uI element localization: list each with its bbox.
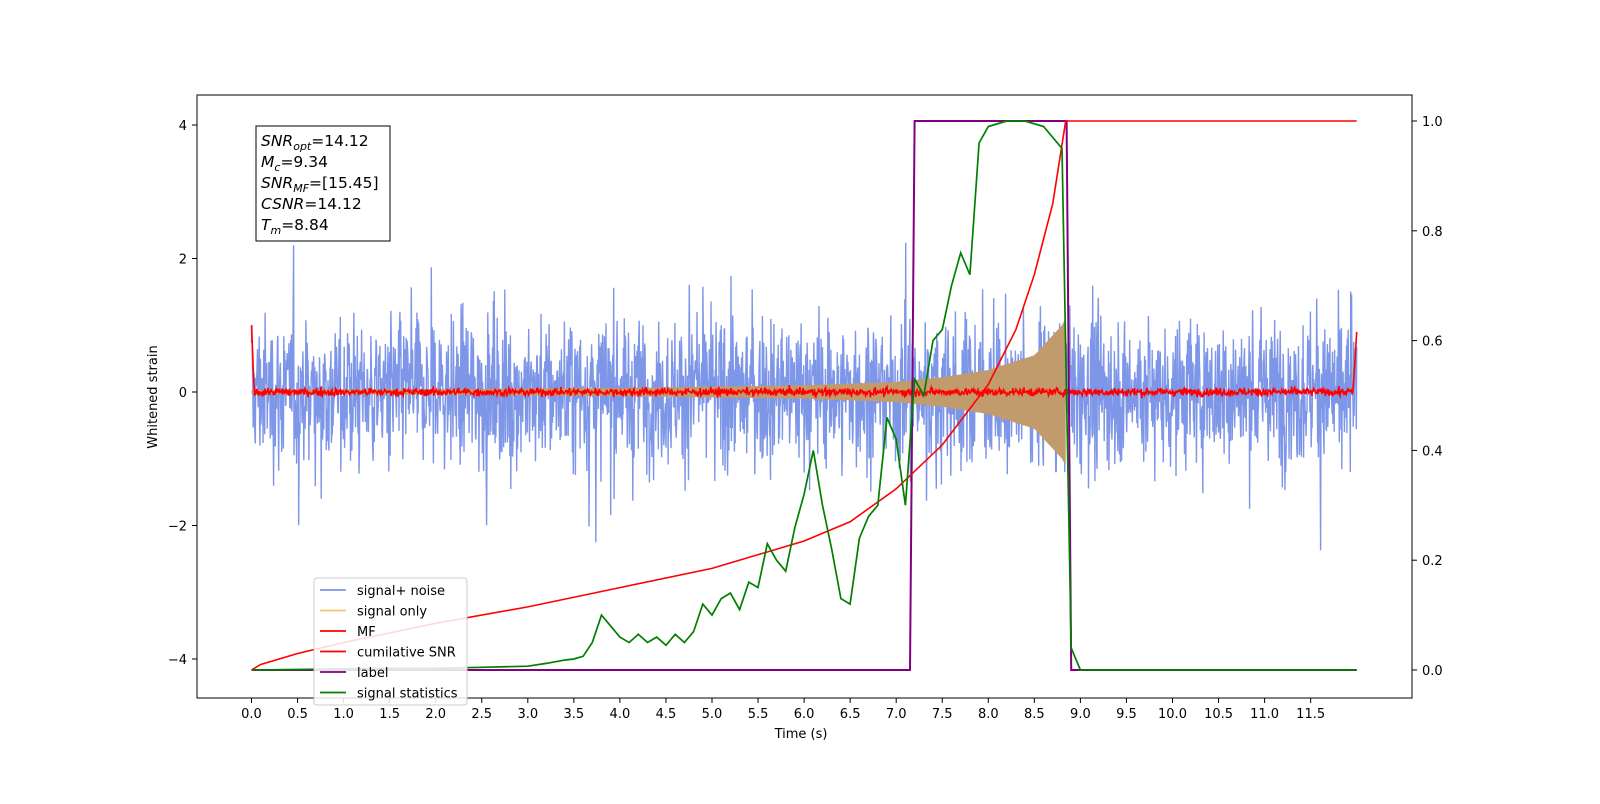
x-tick-label: 11.5	[1296, 707, 1325, 722]
x-tick-label: 6.5	[840, 707, 861, 722]
y-right-tick-label: 0.0	[1422, 664, 1443, 679]
x-tick-label: 1.5	[379, 707, 400, 722]
annotation-line: CSNR=14.12	[261, 195, 362, 213]
annotation-line: SNRMF=[15.45]	[261, 174, 379, 195]
annotation-line: SNRopt=14.12	[261, 132, 369, 153]
x-tick-label: 3.0	[517, 707, 538, 722]
y-right-tick-label: 1.0	[1422, 115, 1443, 130]
x-tick-label: 8.5	[1024, 707, 1045, 722]
x-tick-label: 0.5	[287, 707, 308, 722]
legend-entry-label: signal only	[357, 605, 427, 620]
y-left-tick-label: −2	[168, 520, 187, 535]
x-tick-label: 8.0	[978, 707, 999, 722]
x-tick-label: 10.0	[1158, 707, 1187, 722]
annotation-line: Tm=8.84	[261, 216, 329, 237]
x-tick-label: 9.5	[1116, 707, 1137, 722]
legend: signal+ noise signal only MF cumilative SNR…	[313, 577, 468, 706]
signal-plus-noise-line	[250, 242, 1358, 551]
y-axis-left-ticks: 4 2 0 −2 −4	[168, 119, 197, 668]
x-tick-label: 4.0	[610, 707, 631, 722]
y-right-tick-label: 0.8	[1422, 225, 1443, 240]
y-right-tick-label: 0.6	[1422, 335, 1443, 350]
y-axis-right-ticks: 1.0 0.8 0.6 0.4 0.2 0.0	[1412, 115, 1443, 679]
series-mf	[250, 325, 1358, 400]
y-left-tick-label: −4	[168, 653, 187, 668]
x-tick-label: 1.0	[333, 707, 354, 722]
signal-statistics-line	[251, 120, 1357, 671]
x-tick-label: 4.5	[656, 707, 677, 722]
x-tick-label: 0.0	[241, 707, 262, 722]
annotation-line: Mc=9.34	[261, 153, 328, 174]
x-tick-label: 2.0	[425, 707, 446, 722]
x-tick-label: 7.0	[886, 707, 907, 722]
legend-entry-label: signal+ noise	[357, 584, 445, 599]
annotation-box-frame	[255, 125, 391, 242]
x-tick-label: 3.5	[564, 707, 585, 722]
y-axis-label: Whitened strain	[146, 345, 161, 448]
x-tick-label: 10.5	[1204, 707, 1233, 722]
y-left-tick-label: 2	[179, 253, 187, 268]
series-signal-plus-noise	[250, 242, 1358, 551]
x-axis-label: Time (s)	[774, 727, 828, 742]
x-tick-label: 5.0	[702, 707, 723, 722]
x-axis-ticks: 0.0 0.5 1.0 1.5 2.0 2.5 3.0 3.5 4.0 4.5 5.0 5.5 6.0 6…	[241, 698, 1325, 722]
x-tick-label: 6.0	[794, 707, 815, 722]
legend-entry-label: cumilative SNR	[357, 646, 456, 661]
x-tick-label: 2.5	[471, 707, 492, 722]
x-tick-label: 9.0	[1070, 707, 1091, 722]
y-left-tick-label: 4	[179, 119, 187, 134]
mf-line	[250, 325, 1358, 400]
legend-entry-label: MF	[357, 625, 376, 640]
x-tick-label: 7.5	[932, 707, 953, 722]
y-right-tick-label: 0.4	[1422, 444, 1443, 459]
y-left-tick-label: 0	[179, 386, 187, 401]
series-signal-statistics	[251, 120, 1357, 671]
x-tick-label: 11.0	[1250, 707, 1279, 722]
y-right-tick-label: 0.2	[1422, 554, 1443, 569]
legend-entry-label: signal statistics	[357, 687, 458, 702]
legend-entry-label: label	[357, 666, 388, 681]
x-tick-label: 5.5	[748, 707, 769, 722]
legend-frame	[313, 577, 468, 706]
annotation-box: SNRopt=14.12Mc=9.34SNRMF=[15.45]CSNR=14.…	[255, 125, 391, 242]
